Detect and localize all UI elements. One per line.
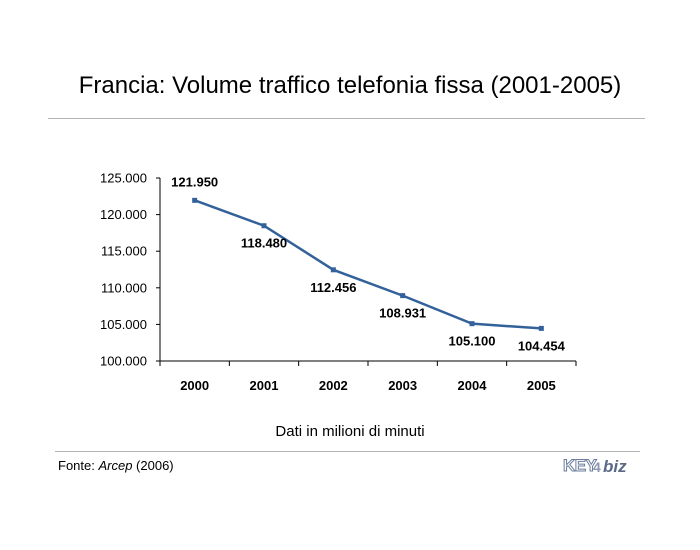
data-label: 105.100 xyxy=(449,334,496,349)
y-tick-label: 115.000 xyxy=(101,244,147,259)
logo-biz: biz xyxy=(603,457,627,476)
data-label: 108.931 xyxy=(379,306,426,321)
chart-title: Francia: Volume traffico telefonia fissa… xyxy=(78,72,622,99)
x-tick-label: 2001 xyxy=(250,378,279,393)
data-point xyxy=(400,293,406,299)
line-chart: 100.000 105.000 110.000 115.000 120.000 125.0… xyxy=(100,171,577,393)
data-label: 104.454 xyxy=(518,338,566,353)
data-point xyxy=(261,223,267,229)
data-point xyxy=(538,325,544,331)
top-divider xyxy=(48,118,645,119)
x-tick-label: 2004 xyxy=(458,378,488,393)
bottom-divider xyxy=(55,451,640,452)
source-note: Fonte: Arcep (2006) xyxy=(58,458,174,473)
y-tick-label: 110.000 xyxy=(101,280,147,295)
source-prefix: Fonte: xyxy=(58,458,99,473)
y-tick-label: 125.000 xyxy=(100,171,147,186)
series-line xyxy=(194,199,542,330)
data-label: 121.950 xyxy=(171,174,218,189)
x-tick-label: 2002 xyxy=(319,378,348,393)
logo-mark: 4 xyxy=(593,459,601,475)
logo-key: KEY xyxy=(562,456,597,476)
data-label: 118.480 xyxy=(241,236,287,251)
data-label: 112.456 xyxy=(310,280,356,295)
source-name: Arcep xyxy=(98,458,133,473)
key4biz-logo: KEY 4 biz xyxy=(562,455,643,479)
chart-caption: Dati in milioni di minuti xyxy=(275,423,425,440)
x-tick-label: 2005 xyxy=(527,378,556,393)
data-point xyxy=(469,321,475,327)
source-year: (2006) xyxy=(132,458,174,473)
y-tick-label: 120.000 xyxy=(100,207,147,222)
data-point xyxy=(330,267,336,273)
data-point xyxy=(192,197,198,203)
y-tick-label: 100.000 xyxy=(100,354,147,369)
y-tick-label: 105.000 xyxy=(100,317,147,332)
x-tick-label: 2000 xyxy=(180,378,209,393)
x-tick-label: 2003 xyxy=(388,378,417,393)
